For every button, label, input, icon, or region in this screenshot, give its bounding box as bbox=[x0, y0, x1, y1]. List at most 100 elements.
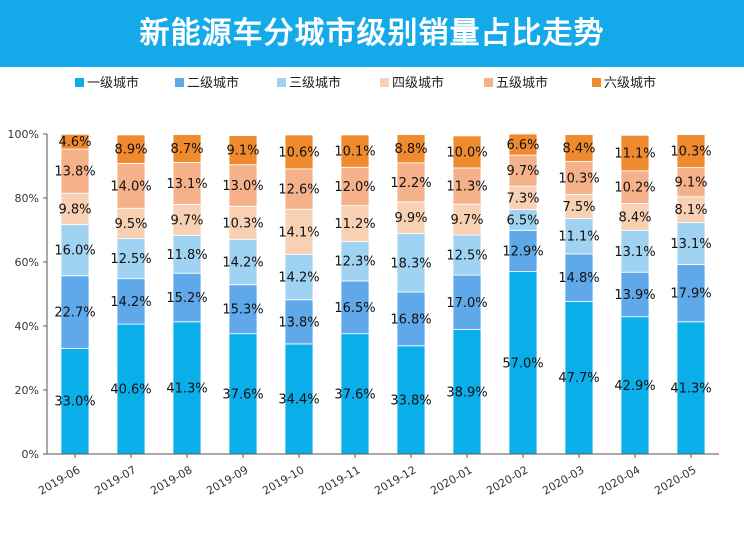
bar-segment bbox=[620, 316, 650, 455]
data-label: 12.5% bbox=[110, 252, 151, 267]
bar-segment bbox=[564, 194, 594, 219]
data-label: 6.6% bbox=[506, 138, 539, 153]
bar-segment bbox=[172, 321, 202, 455]
data-label: 13.0% bbox=[222, 179, 263, 194]
bar-segment bbox=[172, 162, 202, 205]
data-label: 10.3% bbox=[670, 145, 711, 160]
bar-segment bbox=[564, 134, 594, 162]
bar-segment bbox=[676, 167, 706, 198]
legend-swatch-6 bbox=[592, 78, 601, 87]
data-label: 40.6% bbox=[110, 383, 151, 398]
y-tick-label: 100% bbox=[8, 128, 39, 141]
bar-segment bbox=[508, 229, 538, 273]
x-tick-label: 2020-02 bbox=[484, 463, 530, 497]
data-label: 42.9% bbox=[614, 379, 655, 394]
bar-segment bbox=[172, 235, 202, 274]
data-label: 9.1% bbox=[226, 144, 259, 159]
data-label: 7.3% bbox=[506, 191, 539, 206]
legend-swatch-5 bbox=[484, 78, 493, 87]
x-tick-label: 2019-12 bbox=[372, 463, 418, 497]
data-label: 14.2% bbox=[278, 271, 319, 286]
data-label: 8.7% bbox=[170, 142, 203, 157]
x-tick-label: 2019-09 bbox=[204, 463, 250, 497]
legend-label-4: 四级城市 bbox=[392, 75, 444, 91]
data-label: 10.3% bbox=[222, 216, 263, 231]
bar-segment bbox=[172, 272, 202, 323]
bar-segment bbox=[340, 166, 370, 207]
legend-label-2: 二级城市 bbox=[187, 75, 239, 91]
data-label: 10.2% bbox=[614, 181, 655, 196]
y-tick-label: 0% bbox=[22, 448, 39, 461]
data-label: 8.1% bbox=[674, 203, 707, 218]
bar-segment bbox=[340, 134, 370, 168]
bar-segment bbox=[284, 134, 314, 170]
data-label: 15.3% bbox=[222, 303, 263, 318]
data-label: 17.9% bbox=[670, 287, 711, 302]
bar-segment bbox=[284, 253, 314, 301]
x-axis: 2019-06 2019-07 2019-08 2019-09 2019-10 2019-… bbox=[36, 453, 719, 498]
data-label: 8.4% bbox=[562, 142, 595, 157]
bar-segment bbox=[60, 224, 90, 277]
bar-segment bbox=[396, 345, 426, 455]
data-label: 10.1% bbox=[334, 145, 375, 160]
data-label: 13.8% bbox=[54, 165, 95, 180]
bar-segment bbox=[172, 134, 202, 163]
bar-segment bbox=[564, 218, 594, 255]
data-label: 13.1% bbox=[614, 245, 655, 260]
bar-segment bbox=[172, 203, 202, 236]
data-label: 37.6% bbox=[222, 387, 263, 402]
bar-segment bbox=[508, 154, 538, 187]
data-label: 6.5% bbox=[506, 213, 539, 228]
x-tick-label: 2019-06 bbox=[36, 463, 82, 497]
legend-label-5: 五级城市 bbox=[496, 75, 548, 91]
bar-segment bbox=[508, 133, 538, 156]
data-label: 9.8% bbox=[58, 202, 91, 217]
bar-segment bbox=[396, 291, 426, 347]
data-label: 13.1% bbox=[670, 237, 711, 252]
bar-segment bbox=[228, 205, 258, 240]
bar-segment bbox=[60, 347, 90, 455]
data-label: 22.7% bbox=[54, 306, 95, 321]
data-label: 9.7% bbox=[506, 164, 539, 179]
bar-segment bbox=[116, 238, 146, 280]
data-label: 33.0% bbox=[54, 395, 95, 410]
data-label: 11.8% bbox=[166, 248, 207, 263]
data-label: 41.3% bbox=[670, 381, 711, 396]
bar-segment bbox=[676, 134, 706, 168]
data-label: 9.7% bbox=[170, 213, 203, 228]
legend-swatch-3 bbox=[277, 78, 286, 87]
data-label: 7.5% bbox=[562, 200, 595, 215]
legend-label-3: 三级城市 bbox=[289, 75, 341, 91]
data-label: 14.2% bbox=[110, 295, 151, 310]
data-label: 11.1% bbox=[614, 147, 655, 162]
x-tick-label: 2019-11 bbox=[316, 463, 362, 497]
y-axis: 0% 20% 40% 60% 80% 100% bbox=[8, 128, 48, 461]
x-tick-label: 2020-03 bbox=[540, 463, 586, 497]
data-label: 9.9% bbox=[394, 211, 427, 226]
data-label: 33.8% bbox=[390, 393, 431, 408]
chart-legend: 一级城市 二级城市 三级城市 四级城市 五级城市 六级城市 bbox=[75, 75, 656, 91]
data-label: 11.1% bbox=[558, 230, 599, 245]
bar-segment bbox=[396, 201, 426, 234]
data-label: 13.1% bbox=[166, 177, 207, 192]
data-label: 9.1% bbox=[674, 176, 707, 191]
bar-segment bbox=[116, 323, 146, 455]
bar-segment bbox=[116, 207, 146, 240]
legend-swatch-2 bbox=[175, 78, 184, 87]
x-tick-label: 2020-05 bbox=[652, 463, 698, 497]
bar-segment bbox=[60, 192, 90, 225]
data-label: 38.9% bbox=[446, 385, 487, 400]
bar-segment bbox=[620, 203, 650, 231]
data-label: 8.9% bbox=[114, 143, 147, 158]
data-label: 12.0% bbox=[334, 180, 375, 195]
y-tick-label: 20% bbox=[15, 384, 39, 397]
legend-swatch-1 bbox=[75, 78, 84, 87]
x-tick-label: 2019-10 bbox=[260, 463, 306, 497]
data-label: 41.3% bbox=[166, 381, 207, 396]
data-label: 37.6% bbox=[334, 387, 375, 402]
data-label: 12.9% bbox=[502, 244, 543, 259]
data-label: 34.4% bbox=[278, 392, 319, 407]
chart-title: 新能源车分城市级别销量占比走势 bbox=[139, 16, 605, 51]
data-label: 17.0% bbox=[446, 296, 487, 311]
